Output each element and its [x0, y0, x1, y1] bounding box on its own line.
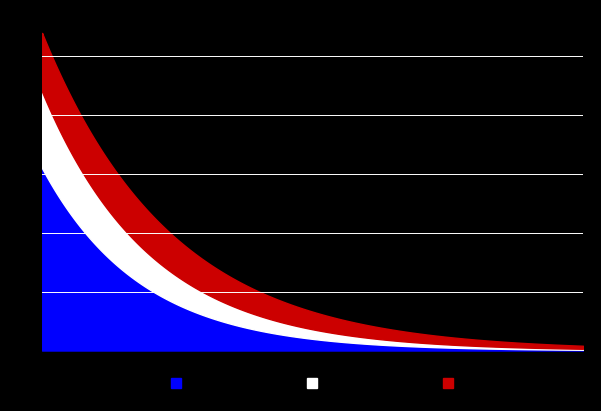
Legend: , , : , ,: [171, 377, 454, 391]
